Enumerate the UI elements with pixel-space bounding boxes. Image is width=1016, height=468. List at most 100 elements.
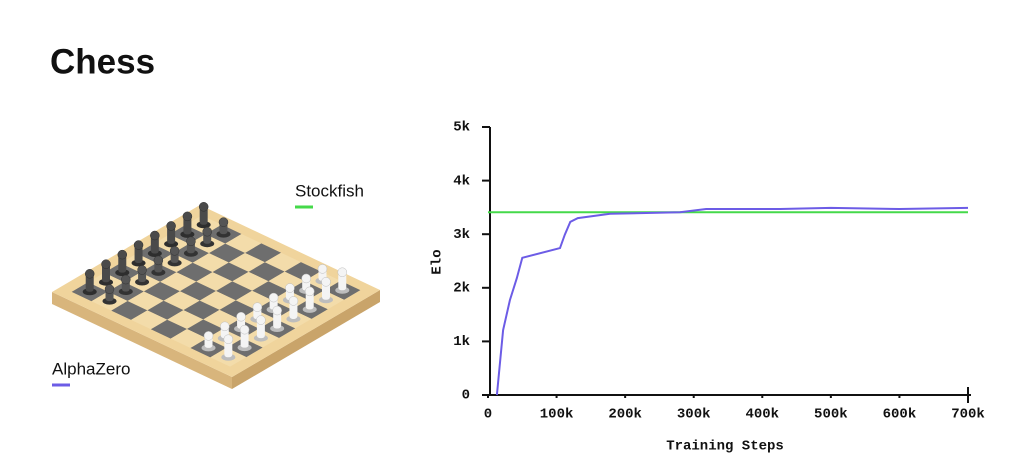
y-tick-label: 4k bbox=[453, 173, 470, 189]
piece-head bbox=[301, 273, 311, 284]
piece-body bbox=[256, 320, 265, 339]
board-square bbox=[167, 310, 204, 330]
y-tick-label: 0 bbox=[462, 388, 470, 404]
x-tick-label: 600k bbox=[883, 407, 917, 423]
board-square bbox=[264, 252, 301, 272]
y-tick-label: 3k bbox=[453, 227, 470, 243]
piece-body bbox=[102, 264, 110, 283]
x-tick-label: 200k bbox=[608, 407, 642, 423]
board-square bbox=[163, 291, 200, 311]
board-square bbox=[212, 262, 249, 282]
board-square bbox=[248, 262, 285, 282]
piece-head bbox=[84, 269, 95, 279]
board-square bbox=[186, 319, 224, 339]
piece-body bbox=[118, 254, 127, 273]
board-square bbox=[150, 319, 187, 339]
x-tick-label: 0 bbox=[484, 407, 492, 423]
piece-head bbox=[236, 311, 246, 322]
piece-head bbox=[304, 286, 315, 297]
piece-head bbox=[256, 315, 266, 325]
board-square bbox=[196, 272, 233, 291]
y-tick-label: 1k bbox=[453, 334, 470, 350]
piece-head bbox=[166, 221, 176, 231]
piece-head bbox=[169, 246, 180, 256]
piece-head bbox=[223, 334, 234, 344]
board-square bbox=[284, 262, 321, 281]
x-tick-label: 300k bbox=[677, 407, 711, 423]
piece-head bbox=[137, 265, 147, 275]
piece-head bbox=[133, 240, 144, 250]
piece-head bbox=[182, 211, 193, 222]
board-square bbox=[203, 309, 240, 329]
board-square bbox=[216, 281, 253, 301]
board-side bbox=[52, 292, 232, 389]
piece-head bbox=[288, 296, 299, 306]
board-square bbox=[176, 262, 213, 282]
board-square bbox=[127, 291, 164, 311]
piece-body bbox=[183, 216, 192, 235]
piece-head bbox=[153, 255, 164, 266]
piece-body bbox=[224, 339, 233, 358]
piece-head bbox=[220, 321, 230, 332]
piece-body bbox=[273, 310, 282, 329]
board-side bbox=[232, 290, 380, 389]
board-square bbox=[219, 300, 256, 320]
board-square bbox=[232, 271, 269, 291]
board-square bbox=[228, 252, 265, 272]
piece-head bbox=[150, 230, 160, 241]
legend-label: Stockfish bbox=[295, 181, 364, 200]
board-square bbox=[245, 243, 282, 263]
x-tick-label: 400k bbox=[745, 407, 779, 423]
piece-head bbox=[321, 277, 331, 287]
y-tick-label: 2k bbox=[453, 281, 470, 297]
board-square bbox=[225, 234, 262, 253]
piece-body bbox=[150, 235, 159, 254]
series-line bbox=[495, 206, 969, 396]
piece-head bbox=[272, 305, 282, 316]
x-axis-label: Training Steps bbox=[666, 439, 784, 455]
board-square bbox=[192, 253, 229, 273]
board-square bbox=[199, 291, 236, 310]
board-square bbox=[208, 243, 246, 263]
piece-head bbox=[218, 217, 229, 227]
chessboard bbox=[52, 202, 380, 389]
x-tick-label: 500k bbox=[814, 407, 848, 423]
piece-body bbox=[289, 300, 298, 319]
piece-head bbox=[121, 274, 131, 285]
board-square bbox=[235, 290, 272, 310]
board-square bbox=[268, 271, 305, 291]
piece-head bbox=[252, 302, 263, 312]
piece-body bbox=[199, 206, 208, 225]
board-square bbox=[252, 281, 289, 301]
piece-body bbox=[134, 245, 143, 264]
piece-body bbox=[167, 225, 176, 244]
piece-head bbox=[117, 249, 128, 260]
piece-head bbox=[101, 259, 111, 269]
piece-body bbox=[240, 329, 249, 348]
y-axis-label: Elo bbox=[430, 249, 446, 274]
board-square bbox=[131, 310, 168, 330]
piece-head bbox=[239, 324, 250, 335]
board-square bbox=[160, 272, 197, 292]
piece-head bbox=[202, 226, 212, 237]
piece-head bbox=[337, 267, 348, 277]
x-tick-label: 100k bbox=[540, 407, 574, 423]
board-square bbox=[183, 300, 220, 320]
piece-head bbox=[317, 264, 328, 274]
board-square bbox=[170, 329, 207, 348]
piece-head bbox=[203, 331, 214, 341]
piece-head bbox=[186, 236, 196, 247]
x-tick-label: 700k bbox=[951, 407, 985, 423]
piece-body bbox=[85, 273, 94, 292]
piece-head bbox=[104, 284, 115, 294]
piece-body bbox=[338, 272, 347, 291]
piece-head bbox=[285, 283, 295, 293]
piece-head bbox=[198, 202, 209, 212]
chart: Training Steps Elo 0 1k 2k 3k 4k 5k 0 100k 200k 3… bbox=[430, 120, 985, 455]
piece-body bbox=[322, 281, 330, 300]
board-square bbox=[179, 281, 216, 301]
piece-head bbox=[268, 292, 279, 303]
title: Chess bbox=[50, 42, 155, 81]
board-square bbox=[143, 281, 180, 301]
